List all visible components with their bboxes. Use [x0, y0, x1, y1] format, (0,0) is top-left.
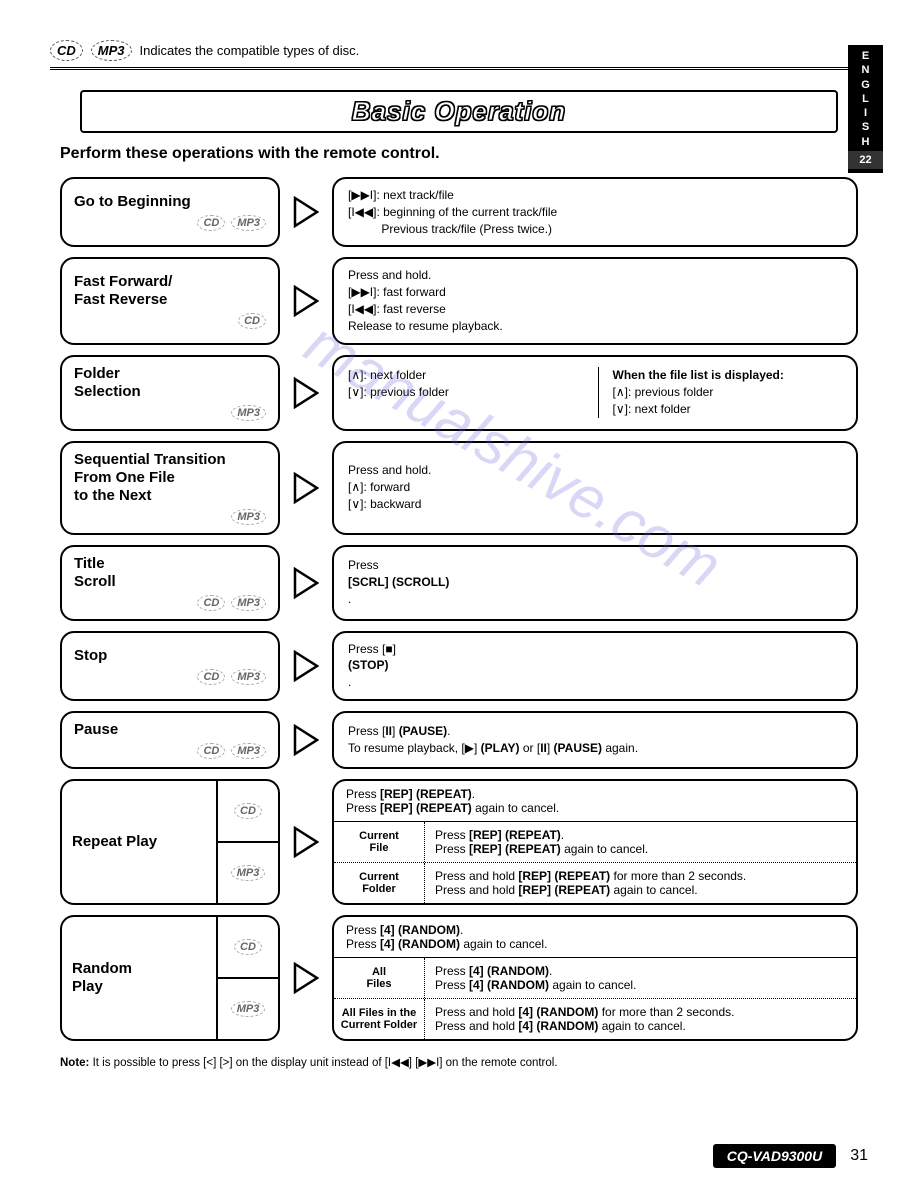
operation-title: FolderSelection [74, 365, 266, 401]
disc-badge: MP3 [231, 1001, 266, 1017]
footer: CQ-VAD9300U 31 [713, 1144, 868, 1168]
disc-badge: CD [234, 939, 262, 955]
sub-label: CurrentFile [334, 822, 424, 862]
sub-content: Press [4] (RANDOM).Press [4] (RANDOM) ag… [424, 958, 856, 998]
operation-title: Sequential TransitionFrom One Fileto the… [74, 451, 266, 505]
header-text: Indicates the compatible types of disc. [140, 43, 360, 58]
operation-title: Repeat Play [62, 781, 216, 903]
cd-icon: CD [50, 40, 83, 61]
operation-description: Press and hold.[∧]: forward[∨]: backward [332, 441, 858, 535]
sub-label: CurrentFolder [334, 863, 424, 903]
arrow-icon [290, 545, 322, 621]
disc-badge: CD [238, 313, 266, 329]
sub-content: Press and hold [REP] (REPEAT) for more t… [424, 863, 856, 903]
operation-label-box: Repeat Play CD MP3 [60, 779, 280, 905]
arrow-icon [290, 711, 322, 769]
operation-row: Go to Beginning CD MP3 [▶▶I]: next track/fi… [60, 177, 858, 247]
operation-description: Press [REP] (REPEAT).Press [REP] (REPEAT… [332, 779, 858, 905]
operation-label-box: Stop CD MP3 [60, 631, 280, 701]
operation-title: Stop [74, 647, 266, 665]
operation-label-box: TitleScroll CD MP3 [60, 545, 280, 621]
operation-row: TitleScroll CD MP3 Press [SCRL] (SCROLL). [60, 545, 858, 621]
operation-title: Go to Beginning [74, 193, 266, 211]
operation-description: [▶▶I]: next track/file[I◀◀]: beginning o… [332, 177, 858, 247]
mp3-icon: MP3 [91, 40, 132, 61]
arrow-icon [290, 355, 322, 431]
operation-description: Press [■] (STOP). [332, 631, 858, 701]
operation-description: Press [II] (PAUSE).To resume playback, [… [332, 711, 858, 769]
operation-label-box: FolderSelection MP3 [60, 355, 280, 431]
arrow-icon [290, 631, 322, 701]
operation-label-box: RandomPlay CD MP3 [60, 915, 280, 1041]
operation-row: FolderSelection MP3 [∧]: next folder[∨]: p… [60, 355, 858, 431]
sub-label: AllFiles [334, 958, 424, 998]
operation-label-box: Sequential TransitionFrom One Fileto the… [60, 441, 280, 535]
complex-operation-row: RandomPlay CD MP3 Press [4] (RANDOM).Press … [60, 915, 858, 1041]
operation-title: Pause [74, 721, 266, 739]
sub-content: Press [REP] (REPEAT).Press [REP] (REPEAT… [424, 822, 856, 862]
disc-badge: MP3 [231, 405, 266, 421]
page-title: Basic Operation [352, 96, 566, 126]
divider [50, 67, 868, 70]
arrow-icon [290, 915, 322, 1041]
sub-content: Press and hold [4] (RANDOM) for more tha… [424, 999, 856, 1039]
operation-description: Press [4] (RANDOM).Press [4] (RANDOM) ag… [332, 915, 858, 1041]
operation-label-box: Pause CD MP3 [60, 711, 280, 769]
model-number: CQ-VAD9300U [713, 1144, 836, 1168]
disc-badge: CD [234, 803, 262, 819]
operation-row: Fast Forward/Fast Reverse CD Press and hol… [60, 257, 858, 344]
language-tab: EN GL IS H 22 [848, 45, 883, 173]
disc-badge: MP3 [231, 215, 266, 231]
disc-badge: MP3 [231, 743, 266, 759]
operation-label-box: Fast Forward/Fast Reverse CD [60, 257, 280, 344]
title-bar: Basic Operation [80, 90, 838, 133]
subtitle: Perform these operations with the remote… [50, 145, 868, 163]
operation-title: RandomPlay [62, 917, 216, 1039]
footnote: Note: It is possible to press [<] [>] on… [50, 1055, 868, 1069]
arrow-icon [290, 779, 322, 905]
disc-badge: MP3 [231, 669, 266, 685]
operation-row: Sequential TransitionFrom One Fileto the… [60, 441, 858, 535]
disc-badge: MP3 [231, 595, 266, 611]
operation-row: Pause CD MP3 Press [II] (PAUSE).To resume p… [60, 711, 858, 769]
operation-row: Stop CD MP3 Press [■] (STOP). [60, 631, 858, 701]
sub-label: All Files in theCurrent Folder [334, 999, 424, 1039]
operation-description: Press and hold.[▶▶I]: fast forward[I◀◀]:… [332, 257, 858, 344]
operation-title: TitleScroll [74, 555, 266, 591]
arrow-icon [290, 257, 322, 344]
disc-badge: CD [197, 669, 225, 685]
arrow-icon [290, 177, 322, 247]
operation-rows: Go to Beginning CD MP3 [▶▶I]: next track/fi… [50, 177, 868, 1041]
operation-title: Fast Forward/Fast Reverse [74, 273, 266, 309]
disc-badge: MP3 [231, 865, 266, 881]
disc-badge: CD [197, 743, 225, 759]
disc-badge: CD [197, 595, 225, 611]
disc-badge: MP3 [231, 509, 266, 525]
operation-description: Press [SCRL] (SCROLL). [332, 545, 858, 621]
disc-badge: CD [197, 215, 225, 231]
header: CD MP3 Indicates the compatible types of… [50, 40, 868, 61]
page-number: 31 [850, 1147, 868, 1165]
complex-operation-row: Repeat Play CD MP3 Press [REP] (REPEAT).Pre… [60, 779, 858, 905]
operation-label-box: Go to Beginning CD MP3 [60, 177, 280, 247]
operation-description: [∧]: next folder[∨]: previous folderWhen… [332, 355, 858, 431]
arrow-icon [290, 441, 322, 535]
